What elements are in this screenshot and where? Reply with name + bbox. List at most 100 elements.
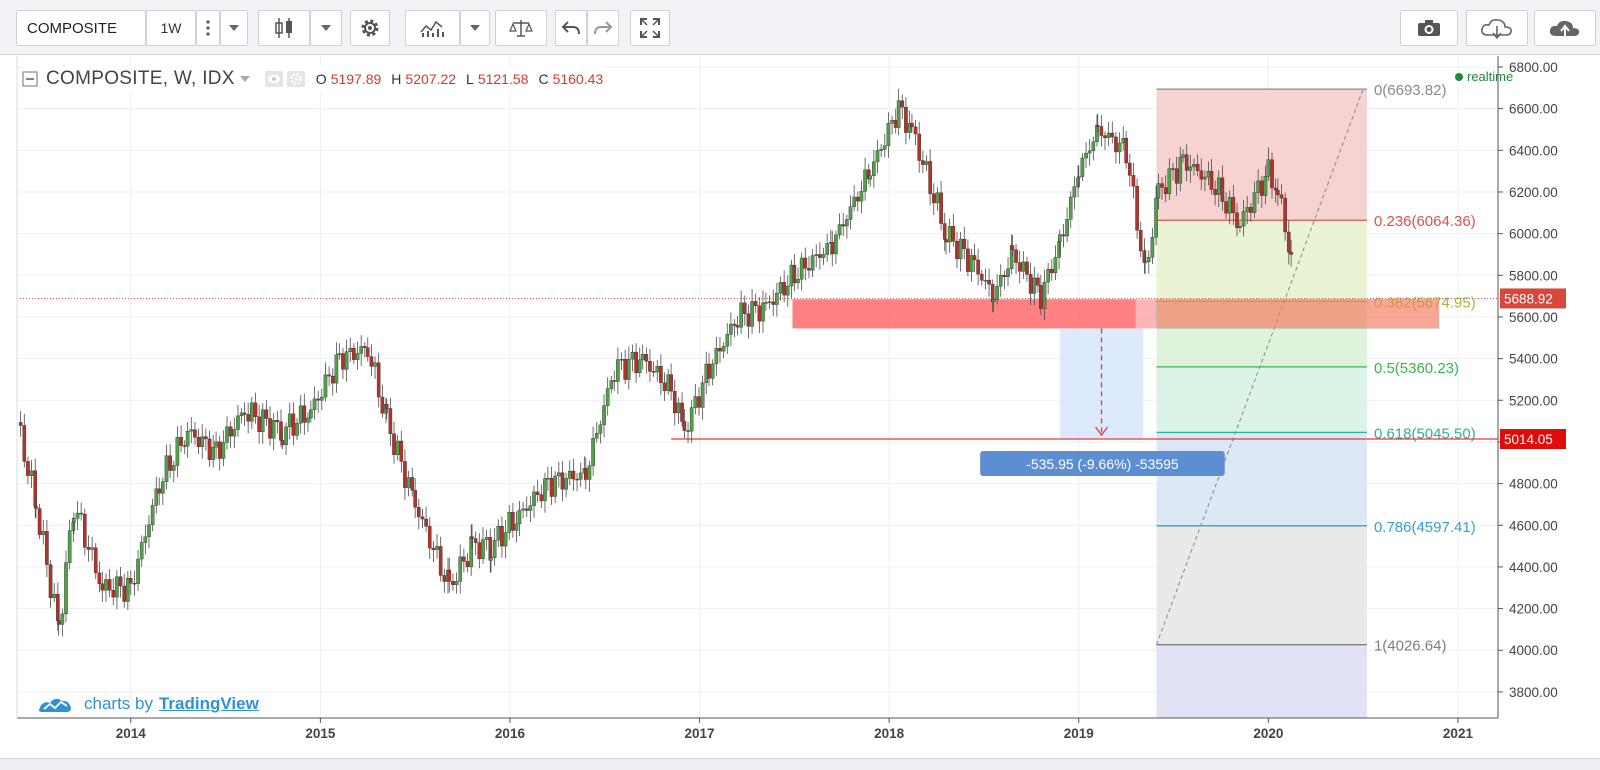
fullscreen-icon[interactable]: [630, 10, 670, 46]
settings-gear-icon[interactable]: [350, 10, 390, 46]
candle: [1150, 227, 1155, 264]
candle: [185, 421, 190, 458]
candle: [48, 560, 53, 608]
y-tick-label: 3800.00: [1509, 685, 1558, 700]
candle: [1209, 158, 1214, 195]
candle: [845, 214, 849, 239]
candle-body: [560, 472, 565, 490]
candle-body: [492, 539, 497, 558]
bottom-status-bar: [0, 758, 1600, 770]
candle: [1006, 257, 1010, 287]
candle: [93, 543, 98, 580]
candle: [979, 269, 984, 286]
candlestick-chart[interactable]: 0(6693.82)0.236(6064.36)0.382(5674.95)0.…: [0, 55, 1600, 769]
candle-body: [676, 402, 681, 414]
candle: [521, 501, 525, 519]
candle: [83, 508, 87, 556]
candle-body: [714, 348, 719, 365]
candle-body: [917, 133, 922, 161]
candle: [1171, 163, 1175, 181]
candle: [298, 395, 303, 434]
candle-body: [399, 440, 404, 462]
candle: [320, 388, 324, 411]
candle-body: [373, 362, 377, 367]
candle-body: [1068, 196, 1073, 220]
candle: [1021, 251, 1026, 279]
candle-body: [543, 478, 547, 502]
candle-body: [1227, 197, 1232, 214]
eye-icon[interactable]: [264, 70, 284, 88]
candle-body: [359, 346, 363, 354]
redo-icon[interactable]: [587, 10, 619, 46]
brand-link[interactable]: TradingView: [158, 694, 259, 713]
candle-body: [458, 556, 463, 582]
dropdown-icon[interactable]: [310, 10, 342, 46]
candle-body: [1188, 166, 1193, 171]
resolution-button[interactable]: 1W: [146, 10, 196, 46]
candle-body: [689, 407, 694, 432]
candle: [64, 550, 68, 623]
candle-body: [662, 382, 667, 391]
cloud-upload-icon[interactable]: [1534, 10, 1596, 46]
camera-icon[interactable]: [1400, 10, 1458, 46]
dropdown-icon[interactable]: [220, 10, 248, 46]
y-tick-label: 5200.00: [1509, 393, 1558, 408]
candle: [904, 97, 908, 145]
compare-scale-icon[interactable]: [495, 10, 547, 46]
candle: [260, 403, 265, 444]
candle-body: [1209, 171, 1214, 190]
candle: [917, 121, 922, 173]
y-tick-label: 5400.00: [1509, 352, 1558, 367]
candle: [399, 430, 404, 473]
candle-body: [539, 494, 544, 502]
candle-body: [739, 302, 743, 328]
candle-body: [750, 301, 754, 327]
candle-style-icon[interactable]: [258, 10, 310, 46]
candle-body: [928, 161, 932, 194]
candle: [225, 416, 229, 450]
candle-body: [323, 374, 328, 398]
candle-body: [1167, 168, 1172, 195]
undo-icon[interactable]: [555, 10, 587, 46]
brand-prefix: charts by: [84, 694, 153, 713]
candle-body: [1091, 141, 1096, 151]
candle: [330, 368, 335, 396]
chevron-down-icon[interactable]: [239, 76, 250, 82]
candle-body: [886, 123, 891, 146]
gear-icon[interactable]: [286, 70, 306, 88]
candle: [1049, 259, 1054, 281]
candle: [1259, 175, 1264, 208]
candle: [29, 459, 34, 489]
candle-body: [549, 477, 554, 497]
candle: [75, 501, 80, 531]
candle: [778, 276, 783, 301]
candle-body: [584, 468, 588, 480]
collapse-icon[interactable]: [22, 71, 38, 87]
candle-body: [686, 430, 690, 432]
indicators-icon[interactable]: [405, 10, 460, 46]
candle: [100, 571, 105, 603]
candle: [782, 270, 786, 303]
candle-body: [1249, 207, 1253, 213]
candle: [147, 514, 151, 549]
series-title[interactable]: COMPOSITE, W, IDX: [46, 68, 235, 89]
candle: [189, 417, 194, 444]
candle-body: [380, 396, 385, 414]
candle-body: [837, 224, 842, 236]
candle: [275, 411, 280, 434]
projection-label-bg: [980, 451, 1225, 477]
candle-body: [710, 363, 715, 379]
candle: [454, 572, 459, 594]
dropdown-icon[interactable]: [460, 10, 490, 46]
candle: [693, 384, 698, 415]
candle-body: [640, 353, 645, 361]
cloud-download-icon[interactable]: [1466, 10, 1528, 46]
tradingview-branding[interactable]: charts by TradingView: [38, 694, 259, 714]
candle-body: [944, 239, 948, 243]
more-icon[interactable]: [196, 10, 220, 46]
candle-body: [72, 518, 76, 523]
candle-body: [312, 398, 317, 410]
candle-body: [1065, 219, 1069, 237]
candle-body: [150, 505, 155, 525]
symbol-input[interactable]: COMPOSITE: [16, 10, 146, 46]
